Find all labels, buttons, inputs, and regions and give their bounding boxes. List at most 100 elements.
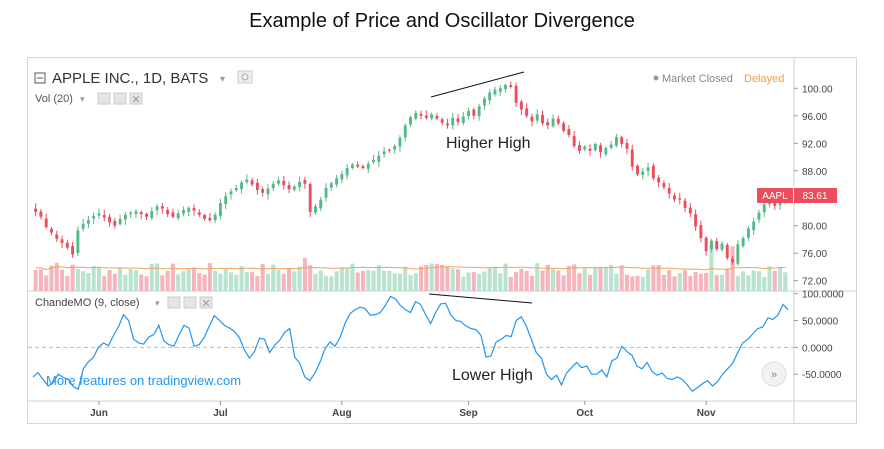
volume-bar (598, 267, 603, 291)
volume-bar (704, 272, 709, 291)
price-candle (530, 113, 534, 127)
volume-bar (524, 270, 529, 291)
volume-bar (535, 263, 540, 291)
price-candle (218, 198, 222, 220)
volume-dropdown-icon[interactable]: ▾ (80, 94, 85, 104)
eye-icon[interactable] (237, 70, 253, 84)
volume-bar (582, 268, 587, 291)
volume-bar (223, 269, 228, 291)
price-candle (361, 164, 365, 170)
volume-bar (482, 271, 487, 291)
price-candle (673, 192, 676, 203)
price-candle (625, 138, 629, 155)
price-candle (646, 162, 650, 177)
volume-bar (556, 270, 561, 291)
time-axis-tick: Jul (213, 408, 228, 419)
volume-bar (593, 267, 598, 291)
volume-bar (492, 266, 498, 291)
volume-bar (160, 275, 165, 291)
volume-bar (107, 270, 112, 291)
volume-bar (255, 275, 260, 291)
price-candle (731, 255, 735, 265)
symbol-title[interactable]: APPLE INC., 1D, BATS (52, 70, 208, 87)
price-candle (435, 113, 439, 121)
delayed-status: Delayed (744, 73, 784, 85)
volume-bar (551, 268, 556, 291)
time-axis-tick: Jun (90, 408, 108, 419)
price-axis-tick: 100.00 (802, 84, 833, 95)
volume-bar (762, 276, 767, 291)
volume-bar (440, 264, 445, 291)
price-candle (720, 241, 724, 253)
price-candle (34, 203, 38, 217)
price-candle (203, 213, 207, 221)
price-candle (213, 212, 217, 223)
scroll-right-button[interactable]: » (761, 361, 787, 387)
volume-bar (228, 272, 234, 291)
volume-bar (540, 270, 545, 291)
volume-bar (477, 273, 482, 291)
double-chevron-right-icon: » (771, 369, 777, 381)
axes: 100.0096.0092.0088.0084.0080.0076.0072.0… (90, 84, 844, 419)
price-candle (160, 203, 164, 214)
price-candle (366, 160, 370, 173)
oscillator-visibility-icon[interactable] (167, 296, 181, 309)
volume-visibility-icon[interactable] (97, 92, 111, 105)
price-candle (451, 112, 455, 130)
oscillator-label[interactable]: ChandeMO (9, close) (35, 297, 140, 309)
volume-bar (434, 264, 439, 291)
figure-title: Example of Price and Oscillator Divergen… (249, 10, 635, 32)
volume-bar (239, 266, 244, 291)
tradingview-chart[interactable]: 100.0096.0092.0088.0084.0080.0076.0072.0… (28, 58, 856, 423)
time-axis-tick: Aug (332, 408, 351, 419)
volume-bar (735, 275, 740, 291)
promo-link[interactable]: More features on tradingview.com (46, 373, 241, 388)
volume-bar (33, 270, 38, 291)
price-candle (298, 176, 302, 192)
volume-bar (86, 273, 91, 291)
volume-bar (213, 270, 218, 291)
volume-bar (170, 263, 175, 291)
volume-bar (661, 274, 666, 291)
chart-widget[interactable]: 100.0096.0092.0088.0084.0080.0076.0072.0… (27, 57, 857, 424)
oscillator-settings-icon[interactable] (183, 296, 197, 309)
volume-close-icon[interactable] (129, 92, 143, 105)
price-candle (519, 99, 523, 115)
volume-bar (698, 273, 703, 291)
price-candle (192, 204, 196, 216)
price-candle (715, 238, 719, 252)
price-candles (34, 81, 787, 266)
volume-bar (260, 264, 265, 291)
volume-bar (54, 262, 59, 291)
volume-settings-icon[interactable] (113, 92, 127, 105)
volume-bar (265, 273, 270, 291)
price-candle (81, 218, 85, 232)
volume-indicator-label[interactable]: Vol (20) (35, 93, 73, 105)
price-candle (746, 225, 750, 242)
oscillator-dropdown-icon[interactable]: ▾ (155, 298, 160, 308)
price-candle (551, 114, 555, 128)
oscillator-close-icon[interactable] (199, 296, 213, 309)
volume-bar (345, 267, 350, 291)
volume-bar (96, 267, 102, 291)
price-candle (245, 174, 249, 185)
volume-bar (297, 266, 302, 291)
price-candle (572, 130, 576, 149)
minimize-icon[interactable] (34, 72, 46, 84)
price-candle (588, 144, 592, 156)
volume-bar (102, 275, 107, 291)
price-candle (599, 142, 603, 158)
price-candle (398, 135, 402, 152)
price-candle (345, 164, 349, 180)
volume-bar (118, 267, 123, 291)
price-candle (240, 180, 244, 194)
symbol-dropdown-icon[interactable]: ▾ (220, 74, 225, 85)
price-candle (562, 120, 566, 133)
volume-bar (360, 270, 366, 291)
volume-bar (271, 264, 276, 291)
market-status: Market Closed (662, 73, 733, 85)
symbol-tag (757, 188, 793, 203)
price-candle (102, 209, 106, 222)
oscillator-axis-tick: 50.0000 (802, 317, 839, 328)
volume-bar (672, 276, 677, 291)
